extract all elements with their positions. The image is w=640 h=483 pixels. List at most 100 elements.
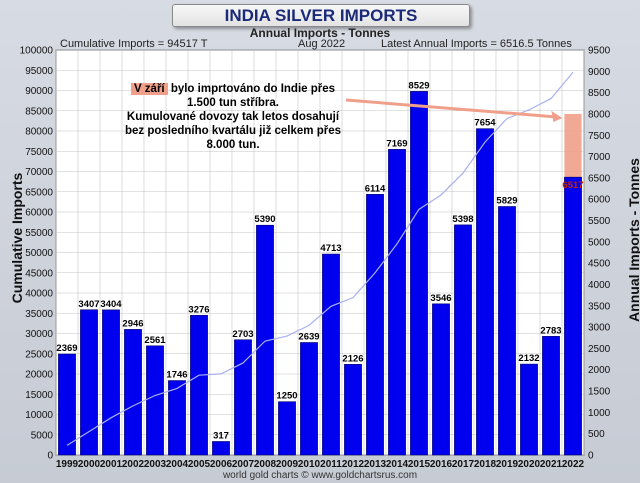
x-tick-label: 2001 bbox=[100, 459, 123, 470]
right-axis-tick-label: 4500 bbox=[588, 259, 611, 270]
data-label-2010: 2639 bbox=[298, 331, 319, 342]
data-label-2019: 5829 bbox=[496, 196, 517, 207]
left-axis-tick-label: 60000 bbox=[25, 208, 53, 219]
right-axis-tick-label: 9500 bbox=[588, 46, 611, 57]
data-label-2015: 8529 bbox=[408, 80, 429, 91]
left-axis-tick-label: 65000 bbox=[25, 187, 53, 198]
data-label-2014: 7169 bbox=[386, 138, 407, 149]
data-label-2020: 2132 bbox=[518, 353, 539, 364]
data-label-2021: 2783 bbox=[540, 325, 561, 336]
data-label-2016: 3546 bbox=[430, 293, 451, 304]
x-tick-label: 2002 bbox=[122, 459, 145, 470]
data-label-2017: 5398 bbox=[452, 214, 473, 225]
left-axis-tick-label: 70000 bbox=[25, 167, 53, 178]
annotation-line4: bez posledního kvartálu již celkem přes bbox=[124, 125, 342, 137]
left-axis-tick-label: 55000 bbox=[25, 228, 53, 239]
right-axis-tick-label: 3000 bbox=[588, 323, 611, 334]
left-axis-tick-label: 15000 bbox=[25, 390, 53, 401]
right-axis-tick-label: 0 bbox=[588, 451, 594, 462]
right-axis-tick-label: 8000 bbox=[588, 109, 611, 120]
right-axis-tick-label: 2500 bbox=[588, 344, 611, 355]
bar-2015 bbox=[410, 91, 428, 456]
x-tick-label: 2014 bbox=[386, 459, 409, 470]
left-axis-tick-label: 50000 bbox=[25, 248, 53, 259]
left-axis-tick-label: 75000 bbox=[25, 147, 53, 158]
x-tick-label: 2017 bbox=[452, 459, 475, 470]
bar-2017 bbox=[454, 224, 472, 456]
left-axis-tick-label: 45000 bbox=[25, 268, 53, 279]
bar-2009 bbox=[278, 401, 296, 456]
right-axis-tick-label: 4000 bbox=[588, 280, 611, 291]
x-tick-label: 2015 bbox=[408, 459, 431, 470]
right-axis-label: Annual Imports - Tonnes bbox=[626, 158, 640, 322]
x-tick-label: 2006 bbox=[210, 459, 233, 470]
data-label-2004: 1746 bbox=[166, 370, 187, 381]
left-axis-tick-label: 90000 bbox=[25, 86, 53, 97]
right-axis-tick-label: 7500 bbox=[588, 131, 611, 142]
bar-2021 bbox=[542, 336, 560, 456]
bar-1999 bbox=[58, 353, 76, 456]
x-tick-label: 2013 bbox=[364, 459, 387, 470]
bar-2006 bbox=[212, 441, 230, 456]
left-axis-tick-label: 30000 bbox=[25, 329, 53, 340]
x-tick-label: 2005 bbox=[188, 459, 211, 470]
right-axis-tick-label: 6000 bbox=[588, 195, 611, 206]
data-label-2003: 2561 bbox=[144, 335, 166, 346]
right-axis-tick-label: 2000 bbox=[588, 365, 611, 376]
annotation-line2: 1.500 tun stříbra. bbox=[186, 97, 280, 109]
x-tick-label: 1999 bbox=[56, 459, 79, 470]
x-tick-label: 2020 bbox=[518, 459, 541, 470]
right-axis-tick-label: 1500 bbox=[588, 387, 611, 398]
bar-2007 bbox=[234, 339, 252, 456]
x-tick-label: 2012 bbox=[342, 459, 365, 470]
right-axis-tick-label: 1000 bbox=[588, 408, 611, 419]
bar-2019 bbox=[498, 206, 516, 456]
x-tick-label: 2022 bbox=[562, 459, 585, 470]
bar-2020 bbox=[520, 363, 538, 456]
chart-footer: world gold charts © www.goldchartsrus.co… bbox=[222, 470, 418, 481]
chart-subtitle: Annual Imports - Tonnes bbox=[249, 26, 391, 40]
data-label-2018: 7654 bbox=[474, 118, 496, 129]
bar-2022 bbox=[564, 176, 582, 456]
left-axis-tick-label: 40000 bbox=[25, 289, 53, 300]
bar-2003 bbox=[146, 345, 164, 456]
annotation-line5: 8.000 tun. bbox=[206, 139, 260, 151]
left-axis-tick-label: 100000 bbox=[20, 46, 54, 57]
left-axis-tick-label: 85000 bbox=[25, 106, 53, 117]
left-axis-tick-label: 0 bbox=[47, 451, 53, 462]
data-label-2012: 2126 bbox=[342, 353, 363, 364]
left-axis-tick-label: 25000 bbox=[25, 349, 53, 360]
data-label-2011: 4713 bbox=[320, 243, 341, 254]
right-axis-tick-label: 7000 bbox=[588, 152, 611, 163]
bar-2004 bbox=[168, 380, 186, 456]
left-axis-tick-label: 10000 bbox=[25, 410, 53, 421]
data-label-2009: 1250 bbox=[276, 391, 297, 402]
annotation-arrow bbox=[345, 98, 557, 119]
x-tick-label: 2007 bbox=[232, 459, 255, 470]
chart-title: INDIA SILVER IMPORTS bbox=[172, 4, 470, 27]
date-readout: Aug 2022 bbox=[298, 38, 346, 50]
right-axis-tick-label: 3500 bbox=[588, 301, 611, 312]
annotation-highlight: V září bbox=[130, 83, 168, 95]
x-tick-label: 2008 bbox=[254, 459, 277, 470]
data-label-2002: 2946 bbox=[122, 318, 143, 329]
x-tick-label: 2019 bbox=[496, 459, 519, 470]
bar-2011 bbox=[322, 253, 340, 456]
cumulative-readout: Cumulative Imports = 94517 T bbox=[60, 38, 208, 50]
x-tick-label: 2021 bbox=[540, 459, 563, 470]
bar-2000 bbox=[80, 309, 98, 456]
annotation-text: V září bylo imprtováno do Indie přes 1.5… bbox=[118, 82, 348, 152]
right-axis-tick-label: 500 bbox=[588, 429, 605, 440]
bar-2008 bbox=[256, 224, 274, 456]
data-label-2006: 317 bbox=[213, 430, 229, 441]
x-tick-label: 2004 bbox=[166, 459, 189, 470]
bar-2012 bbox=[344, 364, 362, 456]
right-axis-tick-label: 6500 bbox=[588, 173, 611, 184]
left-axis-tick-label: 35000 bbox=[25, 309, 53, 320]
x-tick-label: 2000 bbox=[78, 459, 101, 470]
data-label-1999: 2369 bbox=[56, 343, 77, 354]
x-tick-label: 2009 bbox=[276, 459, 299, 470]
bar-2002 bbox=[124, 329, 142, 456]
latest-readout: Latest Annual Imports = 6516.5 Tonnes bbox=[381, 38, 572, 50]
